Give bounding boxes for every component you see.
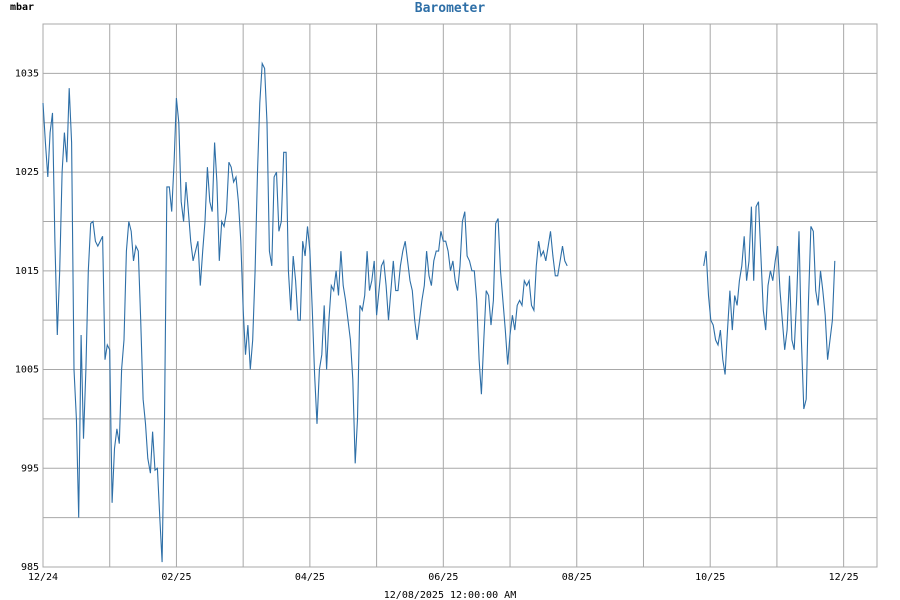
- x-tick-label: 06/25: [428, 572, 458, 583]
- x-tick-label: 08/25: [562, 572, 592, 583]
- chart-title: Barometer: [415, 1, 486, 16]
- y-tick-label: 985: [21, 562, 39, 573]
- pressure-series-line: [703, 201, 836, 410]
- x-axis-timestamp: 12/08/2025 12:00:00 AM: [384, 590, 516, 600]
- y-axis-unit: mbar: [10, 2, 34, 13]
- grid-lines: [43, 24, 877, 567]
- x-tick-label: 02/25: [161, 572, 191, 583]
- plot-frame: [42, 23, 878, 568]
- x-tick-label: 12/24: [28, 572, 58, 583]
- y-tick-label: 995: [21, 463, 39, 474]
- y-tick-label: 1015: [15, 266, 39, 277]
- x-tick-labels: 12/24 02/25 04/25 06/25 08/25 10/25 12/25: [28, 572, 859, 583]
- x-tick-label: 04/25: [295, 572, 325, 583]
- y-tick-label: 1035: [15, 68, 39, 79]
- x-tick-label: 12/25: [829, 572, 859, 583]
- y-tick-label: 1025: [15, 167, 39, 178]
- series-lines: [42, 61, 836, 563]
- y-tick-label: 1005: [15, 365, 39, 376]
- y-tick-labels: 985 995 1005 1015 1025 1035: [15, 68, 39, 573]
- x-tick-label: 10/25: [695, 572, 725, 583]
- pressure-series-line: [42, 61, 568, 563]
